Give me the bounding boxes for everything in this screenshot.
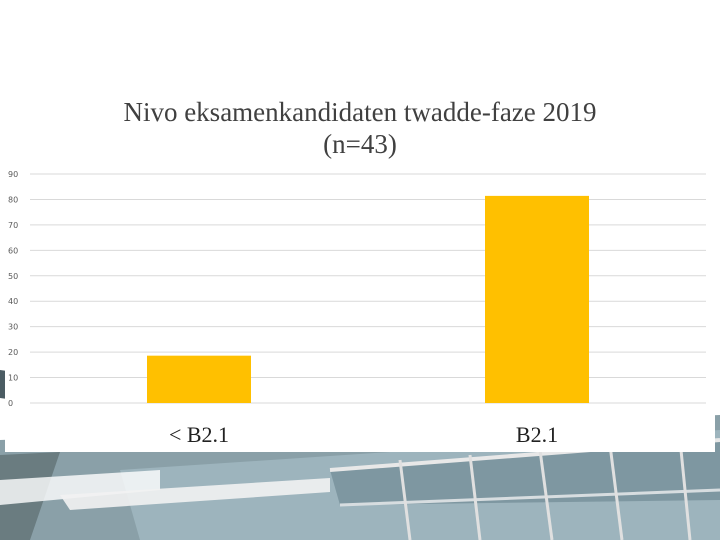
gridlines [30, 173, 706, 404]
chart-panel [5, 0, 715, 452]
x-category-label: B2.1 [516, 422, 558, 447]
y-tick-label: 0 [8, 399, 13, 408]
y-tick-label: 30 [8, 323, 18, 332]
y-tick-label: 90 [8, 170, 18, 179]
bar [485, 195, 589, 403]
y-tick-label: 80 [8, 195, 18, 204]
y-tick-label: 10 [8, 374, 18, 383]
x-category-label: < B2.1 [169, 422, 229, 447]
x-axis-categories: < B2.1 B2.1 [169, 422, 558, 447]
y-tick-label: 70 [8, 221, 18, 230]
bars [147, 195, 589, 403]
y-tick-label: 40 [8, 297, 18, 306]
y-axis-ticks: 0 10 20 30 40 50 60 70 80 90 [8, 170, 18, 408]
bar [147, 355, 251, 403]
y-tick-label: 60 [8, 246, 18, 255]
y-tick-label: 20 [8, 348, 18, 357]
y-tick-label: 50 [8, 272, 18, 281]
chart-title: Nivo eksamenkandidaten twadde-faze 2019 … [123, 97, 597, 159]
